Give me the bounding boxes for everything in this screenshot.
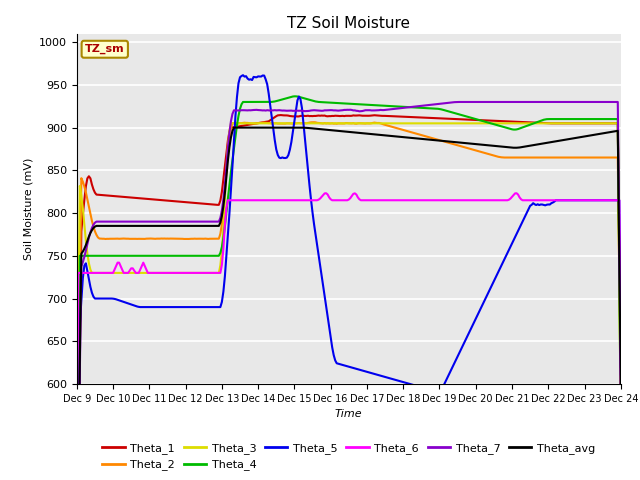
Legend: Theta_1, Theta_2, Theta_3, Theta_4, Theta_5, Theta_6, Theta_7, Theta_avg: Theta_1, Theta_2, Theta_3, Theta_4, Thet… bbox=[98, 439, 600, 475]
Title: TZ Soil Moisture: TZ Soil Moisture bbox=[287, 16, 410, 31]
Y-axis label: Soil Moisture (mV): Soil Moisture (mV) bbox=[24, 157, 33, 260]
Text: TZ_sm: TZ_sm bbox=[85, 44, 125, 54]
X-axis label: Time: Time bbox=[335, 409, 363, 419]
